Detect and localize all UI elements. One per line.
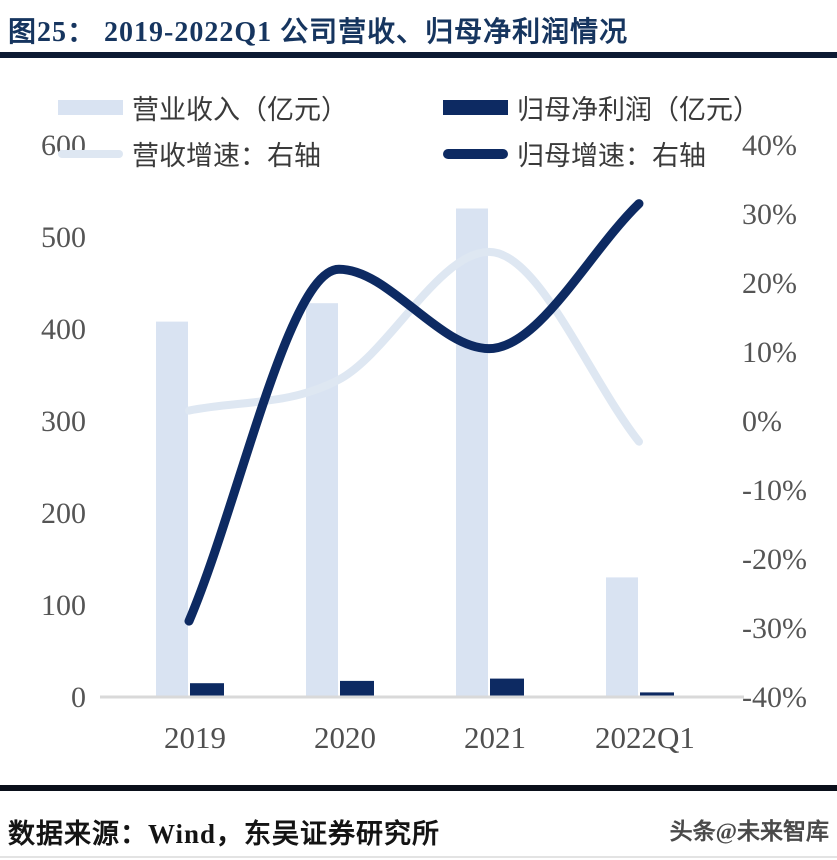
right-axis-tick-label: -30%	[742, 612, 807, 645]
legend-label: 营业收入（亿元）	[132, 95, 348, 125]
revenue-growth-line-swatch-icon	[58, 149, 123, 158]
right-axis-tick-label: -20%	[742, 543, 807, 576]
net-profit-bar	[640, 692, 674, 697]
right-axis-tick-label: 20%	[742, 267, 797, 300]
revenue-bar	[456, 208, 488, 697]
left-axis-tick-label: 100	[41, 589, 86, 622]
watermark-text: 头条@未来智库	[669, 819, 829, 844]
legend-item-revenue-growth: 营收增速：右轴	[58, 134, 321, 173]
right-axis-tick-label: -10%	[742, 474, 807, 507]
revenue-bar-swatch-icon	[58, 100, 123, 115]
title-divider-rule	[0, 52, 837, 58]
left-axis-tick-label: 300	[41, 405, 86, 438]
left-axis-tick-label: 400	[41, 313, 86, 346]
legend-item-net-profit: 归母净利润（亿元）	[443, 88, 760, 127]
bottom-border-rule	[0, 856, 837, 858]
legend-label: 归母净利润（亿元）	[517, 95, 760, 125]
net-profit-bar-swatch-icon	[443, 100, 508, 115]
net-profit-growth-line-swatch-icon	[443, 148, 508, 159]
right-axis-tick-label: 30%	[742, 198, 797, 231]
left-axis-tick-label: 0	[71, 681, 86, 714]
x-axis-category-label: 2021	[464, 720, 526, 755]
net-profit-bar	[190, 683, 224, 697]
right-axis-tick-label: 0%	[742, 405, 782, 438]
x-axis-category-label: 2019	[164, 720, 226, 755]
legend-label: 营收增速：右轴	[132, 141, 321, 171]
right-axis-tick-label: 10%	[742, 336, 797, 369]
x-axis-category-label: 2022Q1	[595, 720, 695, 755]
left-axis-tick-label: 200	[41, 497, 86, 530]
net-profit-growth-line	[184, 199, 644, 626]
revenue-growth-line	[185, 247, 643, 446]
figure-title: 图25： 2019-2022Q1 公司营收、归母净利润情况	[8, 17, 629, 48]
net-profit-bar	[340, 680, 374, 697]
legend-label: 归母增速：右轴	[517, 141, 706, 171]
legend-item-net-profit-growth: 归母增速：右轴	[443, 134, 706, 173]
revenue-bar	[306, 303, 338, 697]
revenue-bar	[606, 577, 638, 697]
revenue-bar	[156, 321, 188, 697]
legend-item-revenue: 营业收入（亿元）	[58, 88, 348, 127]
right-axis-tick-label: -40%	[742, 681, 807, 714]
net-profit-bar	[490, 678, 524, 697]
right-axis-tick-label: 40%	[742, 129, 797, 162]
data-source-text: 数据来源：Wind，东吴证券研究所	[8, 819, 441, 849]
left-axis-tick-label: 500	[41, 221, 86, 254]
x-axis-category-label: 2020	[314, 720, 376, 755]
source-divider-rule	[0, 785, 837, 791]
